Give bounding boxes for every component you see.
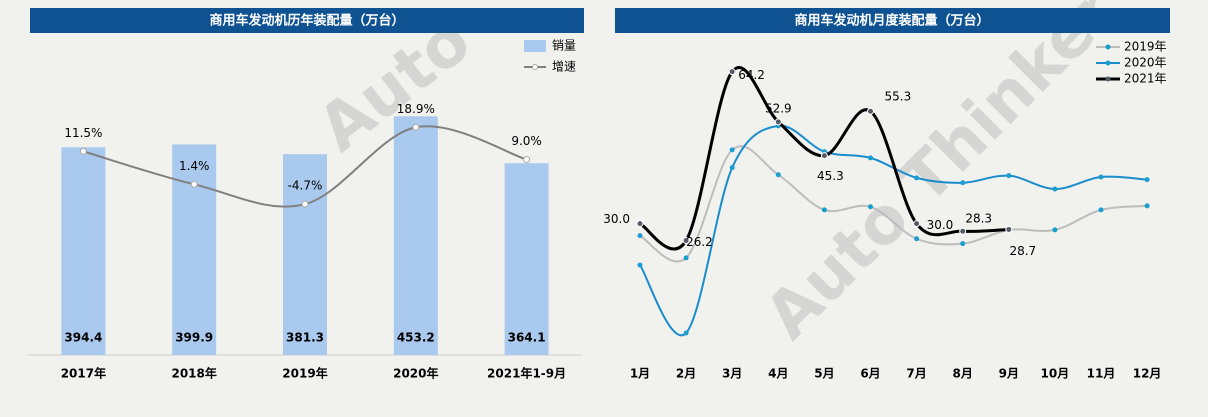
x-tick-label: 2019年 (282, 366, 327, 381)
growth-label: 9.0% (511, 134, 542, 148)
series-point (914, 175, 920, 181)
growth-label: 18.9% (397, 102, 435, 116)
data-label: 30.0 (603, 212, 630, 226)
x-tick-label: 4月 (768, 367, 788, 381)
series-point (821, 207, 827, 213)
data-label: 28.7 (1009, 244, 1036, 258)
growth-label: -4.7% (288, 179, 323, 193)
legend-swatch (524, 40, 546, 52)
x-tick-label: 2月 (676, 367, 696, 381)
series-line (639, 66, 1009, 251)
series-point (729, 147, 735, 153)
bar-label: 364.1 (508, 331, 546, 345)
series-point (913, 220, 921, 228)
data-label: 52.9 (765, 101, 792, 115)
series-point (728, 68, 736, 76)
bar-label: 394.4 (64, 331, 102, 345)
series-point (960, 180, 966, 186)
x-tick-label: 1月 (630, 367, 650, 381)
x-tick-label: 2021年1-9月 (487, 366, 566, 381)
series-point (1144, 177, 1150, 183)
series-point (960, 241, 966, 247)
series-point (774, 118, 782, 126)
legend-marker (1105, 76, 1111, 82)
bar (283, 154, 327, 355)
x-tick-label: 9月 (999, 367, 1019, 381)
series-point (683, 255, 689, 261)
x-tick-label: 2017年 (61, 366, 106, 381)
series-point (1098, 207, 1104, 213)
legend-label: 2019年 (1124, 40, 1167, 54)
growth-line (83, 125, 527, 208)
series-point (820, 152, 828, 160)
series-point (868, 155, 873, 161)
legend-label: 销量 (552, 39, 576, 53)
title-bar (615, 8, 1170, 33)
series-point (914, 236, 920, 242)
data-label: 45.3 (817, 169, 844, 183)
series-point (775, 172, 781, 178)
series-point (637, 262, 643, 268)
watermark-text: Auto Thinker (751, 0, 1132, 354)
series-point (959, 227, 967, 235)
x-tick-label: 6月 (860, 367, 880, 381)
x-tick-label: 2020年 (393, 366, 438, 381)
series-point (636, 220, 644, 228)
chart-title: 商用车发动机历年装配量（万台） (209, 13, 404, 29)
x-tick-label: 8月 (953, 367, 973, 381)
bar-label: 453.2 (397, 331, 435, 345)
legend-label: 增速 (552, 60, 576, 74)
x-tick-label: 3月 (722, 367, 742, 381)
series-point (683, 330, 689, 336)
growth-point (412, 123, 420, 131)
series-point (682, 237, 690, 245)
series-point (1052, 227, 1058, 233)
bar (172, 144, 217, 355)
bar (61, 147, 106, 355)
series-point (1006, 173, 1012, 179)
series-point (1005, 225, 1013, 233)
series-point (1098, 174, 1104, 180)
chart-title: 商用车发动机月度装配量（万台） (794, 13, 989, 29)
x-tick-label: 12月 (1133, 367, 1162, 381)
x-tick-label: 2018年 (171, 366, 216, 381)
data-label: 26.2 (686, 235, 713, 249)
x-tick-label: 10月 (1041, 367, 1070, 381)
x-tick-label: 11月 (1087, 367, 1116, 381)
legend-marker (532, 64, 538, 70)
bar (504, 163, 549, 355)
growth-point (523, 156, 531, 164)
x-tick-label: 7月 (906, 367, 926, 381)
series-point (637, 233, 643, 239)
growth-label: 1.4% (179, 159, 210, 173)
growth-point (190, 180, 198, 188)
series-point (867, 107, 874, 115)
legend-label: 2021年 (1124, 72, 1167, 86)
data-label: 28.3 (965, 212, 992, 226)
bar-label: 381.3 (286, 331, 324, 345)
legend-marker (1105, 44, 1111, 50)
legend-marker (1105, 60, 1111, 66)
growth-label: 11.5% (64, 126, 102, 140)
growth-point (301, 200, 309, 208)
series-point (1144, 203, 1150, 209)
series-point (729, 165, 735, 171)
data-label: 55.3 (885, 90, 912, 104)
legend-label: 2020年 (1124, 56, 1167, 70)
growth-point (79, 147, 87, 155)
series-point (1052, 186, 1058, 192)
x-tick-label: 5月 (814, 367, 834, 381)
bar-label: 399.9 (175, 331, 213, 345)
bar (393, 116, 438, 355)
data-label: 30.0 (927, 218, 954, 232)
title-bar (30, 8, 584, 33)
series-point (868, 204, 873, 210)
data-label: 64.2 (738, 68, 765, 82)
